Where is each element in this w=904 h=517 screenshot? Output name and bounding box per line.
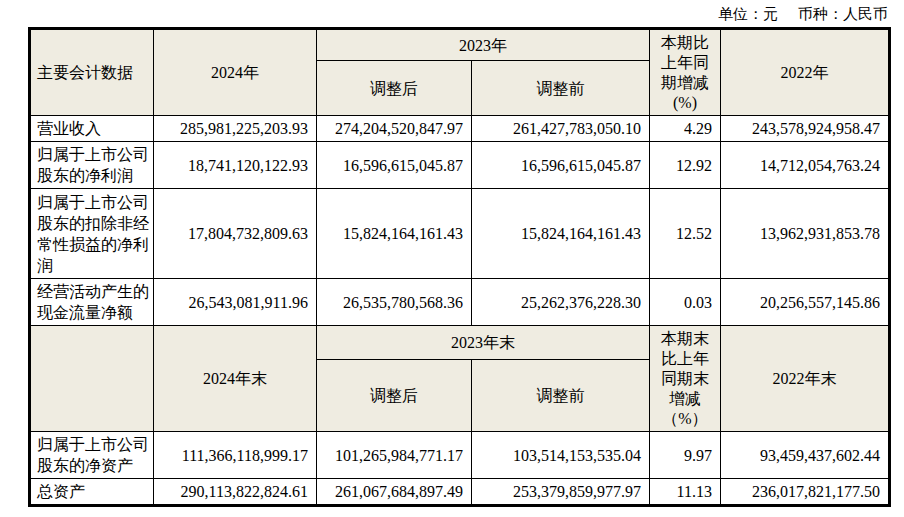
row-net-assets-2024: 111,366,118,999.17 xyxy=(154,432,317,479)
row-revenue: 营业收入 285,981,225,203.93 274,204,520,847.… xyxy=(30,116,890,142)
row-total-assets-change: 11.13 xyxy=(650,479,721,506)
header-row-period-top: 主要会计数据 2024年 2023年 本期比上年同期增减(%) 2022年 xyxy=(30,29,890,61)
row-total-assets-2023-before: 253,379,859,977.97 xyxy=(472,479,650,506)
header-eop-change: 本期末比上年同期末增减（%） xyxy=(650,326,721,432)
row-net-profit-deducted-label: 归属于上市公司股东的扣除非经常性损益的净利润 xyxy=(30,189,154,279)
row-operating-cash-flow-change: 0.03 xyxy=(650,279,721,326)
row-revenue-2023-adjusted: 274,204,520,847.97 xyxy=(317,116,472,142)
row-net-assets: 归属于上市公司股东的净资产 111,366,118,999.17 101,265… xyxy=(30,432,890,479)
row-total-assets-2022: 236,017,821,177.50 xyxy=(721,479,890,506)
unit-label: 单位：元 xyxy=(718,6,778,22)
row-net-assets-2023-adjusted: 101,265,984,771.17 xyxy=(317,432,472,479)
row-net-profit-label: 归属于上市公司股东的净利润 xyxy=(30,142,154,189)
row-total-assets: 总资产 290,113,822,824.61 261,067,684,897.4… xyxy=(30,479,890,506)
row-net-profit-deducted-2024: 17,804,732,809.63 xyxy=(154,189,317,279)
row-net-profit-2023-before: 16,596,615,045.87 xyxy=(472,142,650,189)
row-revenue-change: 4.29 xyxy=(650,116,721,142)
header-2024: 2024年 xyxy=(154,29,317,116)
header-2023-eop-adjusted: 调整后 xyxy=(317,360,472,432)
row-net-profit: 归属于上市公司股东的净利润 18,741,120,122.93 16,596,6… xyxy=(30,142,890,189)
header-2023: 2023年 xyxy=(317,29,650,61)
row-net-profit-deducted-change: 12.52 xyxy=(650,189,721,279)
row-net-profit-2023-adjusted: 16,596,615,045.87 xyxy=(317,142,472,189)
header-main-metrics: 主要会计数据 xyxy=(30,29,154,116)
row-net-assets-2022: 93,459,437,602.44 xyxy=(721,432,890,479)
header-2023-adjusted: 调整后 xyxy=(317,61,472,116)
page: 单位：元 币种：人民币 主要会计数据 2024年 2023年 本期比上年同期增减(… xyxy=(0,0,904,517)
header-2022: 2022年 xyxy=(721,29,890,116)
row-net-profit-change: 12.92 xyxy=(650,142,721,189)
row-operating-cash-flow: 经营活动产生的现金流量净额 26,543,081,911.96 26,535,7… xyxy=(30,279,890,326)
header-period-change: 本期比上年同期增减(%) xyxy=(650,29,721,116)
row-revenue-2024: 285,981,225,203.93 xyxy=(154,116,317,142)
row-net-assets-change: 9.97 xyxy=(650,432,721,479)
currency-label: 币种：人民币 xyxy=(798,6,888,22)
row-net-profit-2022: 14,712,054,763.24 xyxy=(721,142,890,189)
row-net-profit-deducted-2023-adjusted: 15,824,164,161.43 xyxy=(317,189,472,279)
row-net-assets-label: 归属于上市公司股东的净资产 xyxy=(30,432,154,479)
row-operating-cash-flow-2024: 26,543,081,911.96 xyxy=(154,279,317,326)
key-financials-table: 主要会计数据 2024年 2023年 本期比上年同期增减(%) 2022年 调整… xyxy=(28,27,891,507)
header-2023-eop-before-adjust: 调整前 xyxy=(472,360,650,432)
row-net-profit-deducted: 归属于上市公司股东的扣除非经常性损益的净利润 17,804,732,809.63… xyxy=(30,189,890,279)
header-row-eop-top: 2024年末 2023年末 本期末比上年同期末增减（%） 2022年末 xyxy=(30,326,890,360)
row-revenue-2022: 243,578,924,958.47 xyxy=(721,116,890,142)
header-2023-eop: 2023年末 xyxy=(317,326,650,360)
row-revenue-label: 营业收入 xyxy=(30,116,154,142)
row-net-profit-deducted-2022: 13,962,931,853.78 xyxy=(721,189,890,279)
row-operating-cash-flow-2022: 20,256,557,145.86 xyxy=(721,279,890,326)
row-revenue-2023-before: 261,427,783,050.10 xyxy=(472,116,650,142)
row-operating-cash-flow-label: 经营活动产生的现金流量净额 xyxy=(30,279,154,326)
header-2023-before-adjust: 调整前 xyxy=(472,61,650,116)
row-net-profit-2024: 18,741,120,122.93 xyxy=(154,142,317,189)
row-operating-cash-flow-2023-adjusted: 26,535,780,568.36 xyxy=(317,279,472,326)
row-net-assets-2023-before: 103,514,153,535.04 xyxy=(472,432,650,479)
header-2024-eop: 2024年末 xyxy=(154,326,317,432)
header-eop-blank xyxy=(30,326,154,432)
row-total-assets-label: 总资产 xyxy=(30,479,154,506)
unit-note: 单位：元 币种：人民币 xyxy=(28,4,888,24)
header-2022-eop: 2022年末 xyxy=(721,326,890,432)
row-net-profit-deducted-2023-before: 15,824,164,161.43 xyxy=(472,189,650,279)
row-operating-cash-flow-2023-before: 25,262,376,228.30 xyxy=(472,279,650,326)
row-total-assets-2023-adjusted: 261,067,684,897.49 xyxy=(317,479,472,506)
row-total-assets-2024: 290,113,822,824.61 xyxy=(154,479,317,506)
